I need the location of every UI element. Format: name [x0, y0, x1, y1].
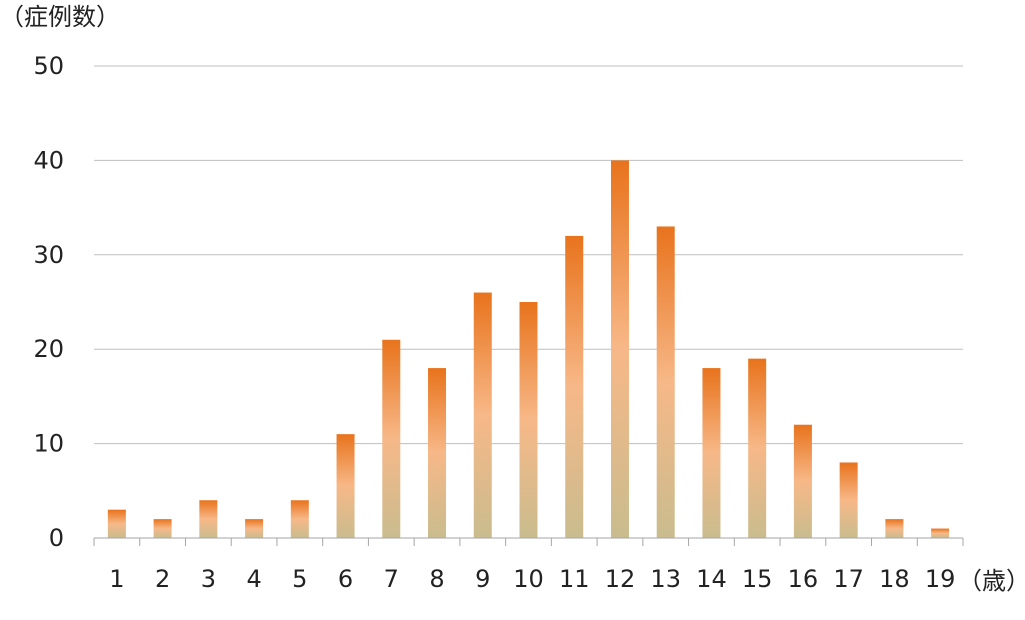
x-tick-label: 16 — [788, 565, 819, 593]
bar — [290, 500, 309, 538]
bar — [702, 368, 721, 538]
y-tick-labels: 0 10 20 30 40 50 — [33, 52, 64, 552]
bar — [245, 519, 264, 538]
bar — [153, 519, 172, 538]
bar — [748, 358, 767, 538]
y-tick-label: 30 — [33, 241, 64, 269]
x-tick-label: 3 — [201, 565, 216, 593]
x-tick-label: 17 — [833, 565, 864, 593]
y-axis-title: （症例数） — [0, 3, 120, 31]
bar — [199, 500, 218, 538]
x-tick-label: 6 — [338, 565, 353, 593]
x-axis — [93, 537, 964, 546]
x-tick-label: 8 — [429, 565, 444, 593]
y-tick-label: 0 — [49, 524, 64, 552]
x-tick-labels: 1 2 3 4 5 6 7 8 9 10 11 12 13 14 15 16 17 18 19 — [109, 565, 955, 593]
bar — [839, 462, 858, 538]
bar — [336, 434, 355, 538]
x-tick-label: 7 — [384, 565, 399, 593]
bar — [565, 235, 584, 539]
bars — [107, 160, 950, 539]
x-tick-label: 11 — [559, 565, 590, 593]
y-tick-label: 20 — [33, 335, 64, 363]
x-tick-label: 13 — [650, 565, 681, 593]
bar — [931, 528, 950, 538]
bar — [382, 339, 401, 538]
x-tick-label: 19 — [925, 565, 956, 593]
bar — [519, 302, 538, 538]
bar — [610, 160, 629, 538]
x-tick-label: 5 — [292, 565, 307, 593]
x-tick-label: 15 — [742, 565, 773, 593]
x-tick-label: 14 — [696, 565, 727, 593]
bar — [656, 226, 675, 539]
y-tick-label: 40 — [33, 146, 64, 174]
x-tick-label: 10 — [513, 565, 544, 593]
x-axis-title: （歳） — [958, 567, 1025, 595]
x-tick-label: 1 — [109, 565, 124, 593]
y-tick-label: 50 — [33, 52, 64, 80]
y-tick-label: 10 — [33, 430, 64, 458]
x-tick-label: 2 — [155, 565, 170, 593]
x-tick-label: 9 — [475, 565, 490, 593]
x-tick-label: 18 — [879, 565, 910, 593]
x-tick-label: 4 — [246, 565, 261, 593]
x-tick-label: 12 — [605, 565, 636, 593]
bar — [793, 424, 812, 538]
bar — [428, 368, 447, 538]
gridlines — [94, 65, 963, 445]
bar — [107, 509, 126, 538]
bar — [473, 292, 492, 538]
bar — [885, 519, 904, 538]
